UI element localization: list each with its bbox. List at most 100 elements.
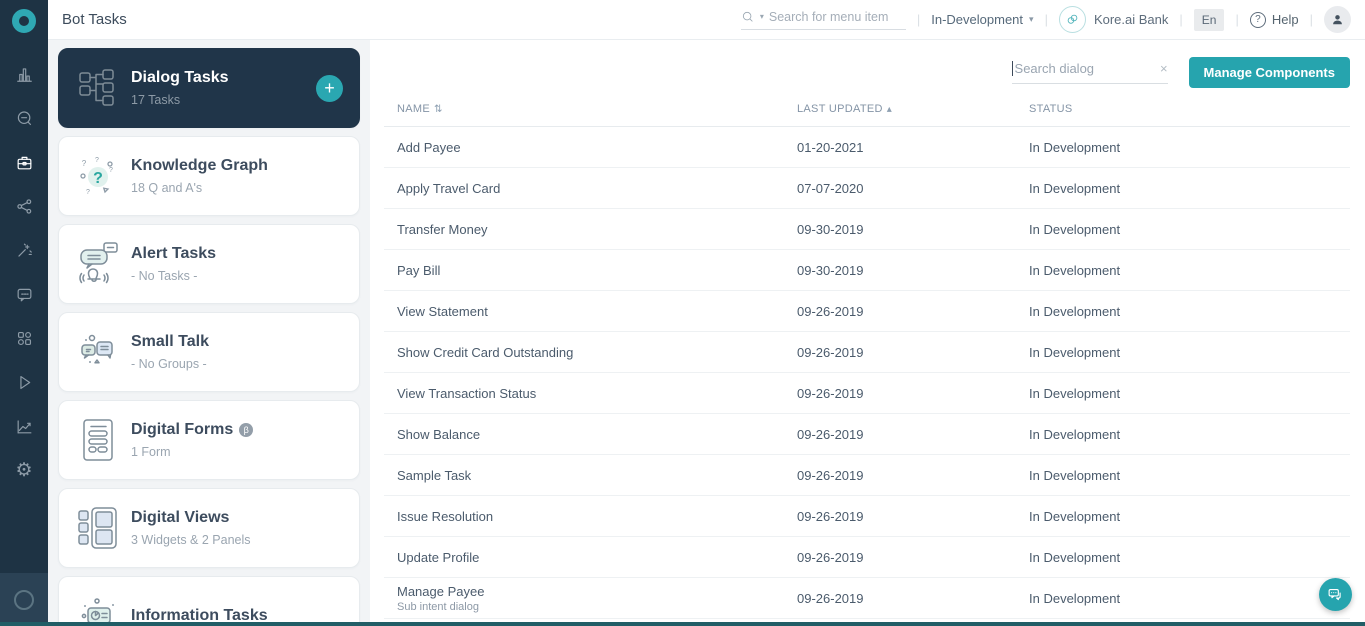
task-name[interactable]: Add Payee bbox=[397, 139, 461, 155]
table-row[interactable]: Issue Resolution 09-26-2019 In Developme… bbox=[384, 496, 1350, 537]
search-circle-icon bbox=[17, 110, 31, 125]
language-badge[interactable]: En bbox=[1193, 8, 1225, 31]
bot-name: Kore.ai Bank bbox=[1093, 12, 1169, 27]
page-title: Bot Tasks bbox=[62, 11, 127, 28]
kore-logo[interactable] bbox=[12, 0, 36, 42]
card-subtitle: 17 Tasks bbox=[131, 93, 181, 107]
rail-item-publish[interactable] bbox=[0, 360, 48, 404]
table-row[interactable]: Add Payee 01-20-2021 In Development bbox=[384, 127, 1350, 168]
task-type-sidebar: Dialog Tasks 17 Tasks + ? ? ? ? bbox=[48, 40, 370, 626]
rail-item-integrations[interactable] bbox=[0, 184, 48, 228]
line-chart-icon bbox=[17, 419, 31, 433]
sort-both-icon[interactable]: ⇅ bbox=[433, 103, 443, 115]
left-rail: ⚙ bbox=[0, 0, 48, 626]
search-dialog-placeholder: Search dialog bbox=[1014, 61, 1095, 76]
table-row[interactable]: Apply Travel Card 07-07-2020 In Developm… bbox=[384, 168, 1350, 209]
help-button[interactable]: ? Help bbox=[1249, 11, 1299, 28]
chat-bubbles-icon bbox=[1328, 588, 1341, 601]
card-title: Digital Forms β bbox=[131, 421, 254, 439]
rail-item-bot-tasks[interactable] bbox=[0, 140, 48, 184]
bottom-scrollbar[interactable] bbox=[0, 622, 1365, 626]
task-name[interactable]: Show Balance bbox=[397, 426, 481, 442]
divider: | bbox=[1044, 12, 1048, 27]
sidebar-card-digital-views[interactable]: Digital Views 3 Widgets & 2 Panels bbox=[58, 488, 360, 568]
card-title: Alert Tasks bbox=[131, 245, 217, 262]
task-updated: 09-26-2019 bbox=[797, 303, 864, 319]
environment-dropdown[interactable]: In-Development ▾ bbox=[931, 12, 1033, 27]
manage-components-button[interactable]: Manage Components bbox=[1188, 57, 1350, 88]
bar-chart-icon bbox=[16, 67, 32, 82]
topbar: Bot Tasks ▾ Search for menu item | In-De… bbox=[48, 0, 1365, 40]
task-name[interactable]: Show Credit Card Outstanding bbox=[397, 344, 574, 360]
grid-apps-icon bbox=[17, 331, 31, 345]
column-header-name[interactable]: NAME ⇅ bbox=[397, 103, 443, 115]
rail-item-apps[interactable] bbox=[0, 316, 48, 360]
search-icon bbox=[742, 11, 753, 22]
sort-asc-icon[interactable]: ▴ bbox=[886, 103, 893, 115]
column-header-status[interactable]: STATUS bbox=[1029, 103, 1073, 115]
person-icon bbox=[1333, 15, 1342, 25]
task-status: In Development bbox=[1029, 262, 1121, 278]
task-updated: 09-26-2019 bbox=[797, 590, 864, 606]
rail-bottom-panel[interactable] bbox=[0, 573, 48, 626]
user-avatar[interactable] bbox=[1324, 6, 1351, 33]
chevron-down-icon: ▾ bbox=[1029, 14, 1034, 24]
task-name[interactable]: View Statement bbox=[397, 303, 488, 319]
task-name[interactable]: Manage Payee bbox=[397, 583, 485, 599]
rail-item-settings[interactable]: ⚙ bbox=[0, 448, 48, 492]
task-name[interactable]: Transfer Money bbox=[397, 221, 488, 237]
rail-item-testing[interactable] bbox=[0, 272, 48, 316]
table-row[interactable]: Show Credit Card Outstanding 09-26-2019 … bbox=[384, 332, 1350, 373]
card-subtitle: 3 Widgets & 2 Panels bbox=[131, 533, 251, 547]
task-name[interactable]: View Transaction Status bbox=[397, 385, 537, 401]
table-row[interactable]: Sample Task 09-26-2019 In Development bbox=[384, 455, 1350, 496]
sidebar-card-alert-tasks[interactable]: Alert Tasks - No Tasks - bbox=[58, 224, 360, 304]
digital-forms-icon bbox=[69, 417, 127, 463]
svg-text:?: ? bbox=[95, 157, 99, 164]
task-status: In Development bbox=[1029, 180, 1121, 196]
task-sub-label: Sub intent dialog bbox=[397, 600, 479, 613]
table-row[interactable]: Manage Payee Sub intent dialog 09-26-201… bbox=[384, 578, 1350, 619]
table-row[interactable]: Transfer Money 09-30-2019 In Development bbox=[384, 209, 1350, 250]
table-row[interactable]: Update Profile 09-26-2019 In Development bbox=[384, 537, 1350, 578]
table-row[interactable]: View Transaction Status 09-26-2019 In De… bbox=[384, 373, 1350, 414]
table-row[interactable]: View Statement 09-26-2019 In Development bbox=[384, 291, 1350, 332]
task-name[interactable]: Sample Task bbox=[397, 467, 472, 483]
information-tasks-icon bbox=[69, 593, 127, 626]
task-name[interactable]: Pay Bill bbox=[397, 262, 441, 278]
bot-switcher[interactable]: Kore.ai Bank bbox=[1058, 6, 1169, 33]
rail-item-analytics[interactable] bbox=[0, 52, 48, 96]
sidebar-card-information-tasks[interactable]: Information Tasks bbox=[58, 576, 360, 626]
sidebar-card-knowledge-graph[interactable]: ? ? ? ? ? Knowledge Graph 18 Q and A's bbox=[58, 136, 360, 216]
gear-icon: ⚙ bbox=[15, 459, 33, 481]
task-status: In Development bbox=[1029, 426, 1121, 442]
task-name[interactable]: Issue Resolution bbox=[397, 508, 494, 524]
sidebar-card-dialog-tasks[interactable]: Dialog Tasks 17 Tasks + bbox=[58, 48, 360, 128]
sidebar-card-digital-forms[interactable]: Digital Forms β 1 Form bbox=[58, 400, 360, 480]
rail-item-training[interactable] bbox=[0, 228, 48, 272]
table-row[interactable]: Show Balance 09-26-2019 In Development bbox=[384, 414, 1350, 455]
task-status: In Development bbox=[1029, 549, 1121, 565]
task-status: In Development bbox=[1029, 467, 1121, 483]
task-updated: 09-30-2019 bbox=[797, 262, 864, 278]
menu-search-input[interactable]: ▾ Search for menu item bbox=[740, 10, 906, 30]
rail-item-performance[interactable] bbox=[0, 404, 48, 448]
search-scope-caret-icon[interactable]: ▾ bbox=[759, 12, 764, 21]
task-updated: 01-20-2021 bbox=[797, 139, 864, 155]
card-title: Knowledge Graph bbox=[131, 157, 268, 174]
column-header-last-updated[interactable]: LAST UPDATED ▴ bbox=[797, 103, 893, 115]
svg-text:?: ? bbox=[109, 167, 113, 174]
sidebar-card-small-talk[interactable]: Small Talk - No Groups - bbox=[58, 312, 360, 392]
knowledge-graph-icon: ? ? ? ? ? bbox=[69, 154, 127, 198]
clear-search-icon[interactable]: × bbox=[1159, 61, 1168, 76]
search-dialog-input[interactable]: Search dialog × bbox=[1011, 61, 1168, 84]
rail-item-natural-language[interactable] bbox=[0, 96, 48, 140]
chat-widget-button[interactable] bbox=[1319, 578, 1352, 611]
task-name[interactable]: Update Profile bbox=[397, 549, 480, 565]
divider: | bbox=[1179, 12, 1183, 27]
tasks-box-icon bbox=[17, 156, 31, 169]
task-name[interactable]: Apply Travel Card bbox=[397, 180, 501, 196]
table-row[interactable]: Pay Bill 09-30-2019 In Development bbox=[384, 250, 1350, 291]
card-title: Dialog Tasks bbox=[131, 69, 229, 86]
add-dialog-task-button[interactable]: + bbox=[316, 74, 343, 102]
